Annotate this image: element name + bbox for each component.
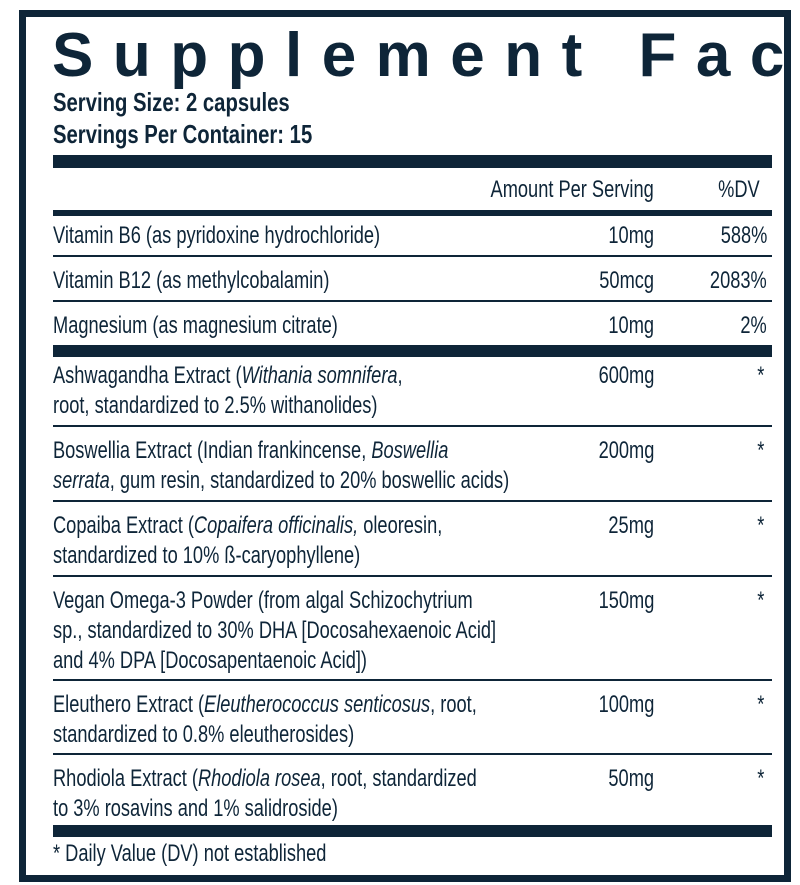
row-divider: [53, 500, 772, 502]
servings-per-container: Servings Per Container: 15: [53, 119, 313, 149]
ingredient-name: Rhodiola Extract (Rhodiola rosea, root, …: [53, 765, 477, 792]
ingredient-dv: 2%: [740, 312, 767, 339]
thick-divider: [53, 825, 772, 837]
dv-header: %DV: [718, 176, 760, 203]
ingredient-amount: 600mg: [598, 362, 654, 389]
header-divider: [53, 210, 772, 216]
thick-divider: [53, 155, 772, 168]
ingredient-name: Magnesium (as magnesium citrate): [53, 312, 338, 339]
ingredient-name-cont: standardized to 0.8% eleutherosides): [53, 721, 355, 748]
thick-divider: [53, 345, 772, 357]
ingredient-amount: 100mg: [598, 691, 654, 718]
row-divider: [53, 255, 772, 257]
ingredient-amount: 10mg: [608, 222, 654, 249]
ingredient-name-cont: to 3% rosavins and 1% salidroside): [53, 795, 338, 822]
ingredient-dv: 588%: [720, 222, 767, 249]
ingredient-amount: 200mg: [598, 437, 654, 464]
row-divider: [53, 425, 772, 427]
ingredient-name: Boswellia Extract (Indian frankincense, …: [53, 437, 449, 464]
ingredient-dv: *: [756, 512, 764, 539]
serving-size: Serving Size: 2 capsules: [53, 87, 290, 117]
ingredient-name-cont: sp., standardized to 30% DHA [Docosahexa…: [53, 617, 497, 644]
ingredient-dv: *: [756, 691, 764, 718]
row-divider: [53, 575, 772, 577]
ingredient-amount: 10mg: [608, 312, 654, 339]
ingredient-name: Ashwagandha Extract (Withania somnifera,: [53, 362, 403, 389]
ingredient-amount: 50mcg: [599, 267, 654, 294]
ingredient-dv: *: [756, 765, 764, 792]
footnote: * Daily Value (DV) not established: [53, 840, 327, 867]
ingredient-name-cont: serrata, gum resin, standardized to 20% …: [53, 467, 510, 494]
ingredient-name: Vitamin B12 (as methylcobalamin): [53, 267, 330, 294]
ingredient-name: Copaiba Extract (Copaifera officinalis, …: [53, 512, 443, 539]
amount-per-serving-header: Amount Per Serving: [490, 176, 654, 203]
ingredient-name: Eleuthero Extract (Eleutherococcus senti…: [53, 691, 477, 718]
row-divider: [53, 300, 772, 302]
ingredient-name-cont: and 4% DPA [Docosapentaenoic Acid]): [53, 647, 367, 674]
supplement-facts-panel: Supplement Facts Serving Size: 2 capsule…: [19, 10, 800, 882]
ingredient-name: Vegan Omega-3 Powder (from algal Schizoc…: [53, 587, 473, 614]
row-divider: [53, 753, 772, 755]
ingredient-name: Vitamin B6 (as pyridoxine hydrochloride): [53, 222, 381, 249]
ingredient-dv: *: [756, 437, 764, 464]
ingredient-amount: 50mg: [608, 765, 654, 792]
ingredient-amount: 25mg: [608, 512, 654, 539]
ingredient-name-cont: standardized to 10% ß-caryophyllene): [53, 542, 361, 569]
row-divider: [53, 679, 772, 681]
ingredient-dv: 2083%: [710, 267, 767, 294]
ingredient-dv: *: [756, 587, 764, 614]
ingredient-name-cont: root, standardized to 2.5% withanolides): [53, 392, 378, 419]
panel-title: Supplement Facts: [52, 21, 800, 90]
ingredient-amount: 150mg: [598, 587, 654, 614]
ingredient-dv: *: [756, 362, 764, 389]
